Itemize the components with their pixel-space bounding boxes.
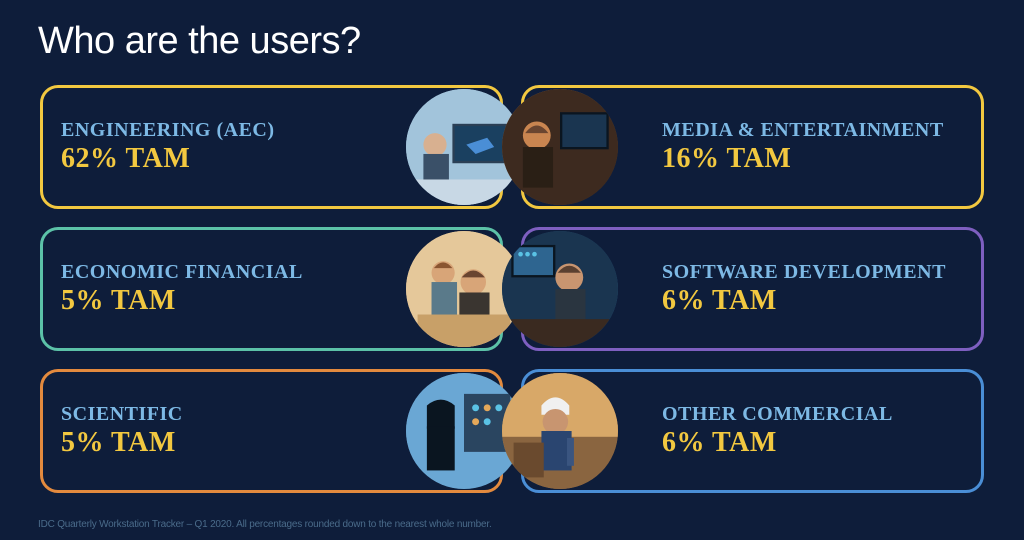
card-economic: ECONOMIC FINANCIAL 5% TAM [40,227,503,351]
slide-title: Who are the users? [0,0,1024,63]
card-photo [502,89,618,205]
card-other: OTHER COMMERCIAL 6% TAM [521,369,984,493]
card-photo [502,373,618,489]
card-value: 6% TAM [662,285,963,317]
card-photo [502,231,618,347]
card-engineering: ENGINEERING (AEC) 62% TAM [40,85,503,209]
card-media: MEDIA & ENTERTAINMENT 16% TAM [521,85,984,209]
cards-grid: ENGINEERING (AEC) 62% TAM MEDIA & ENTERT… [0,63,1024,493]
card-label: SOFTWARE DEVELOPMENT [662,261,963,283]
card-scientific: SCIENTIFIC 5% TAM [40,369,503,493]
card-value: 16% TAM [662,143,963,175]
card-label: MEDIA & ENTERTAINMENT [662,119,963,141]
card-value: 6% TAM [662,427,963,459]
card-label: OTHER COMMERCIAL [662,403,963,425]
card-software: SOFTWARE DEVELOPMENT 6% TAM [521,227,984,351]
footnote: IDC Quarterly Workstation Tracker – Q1 2… [38,519,492,530]
